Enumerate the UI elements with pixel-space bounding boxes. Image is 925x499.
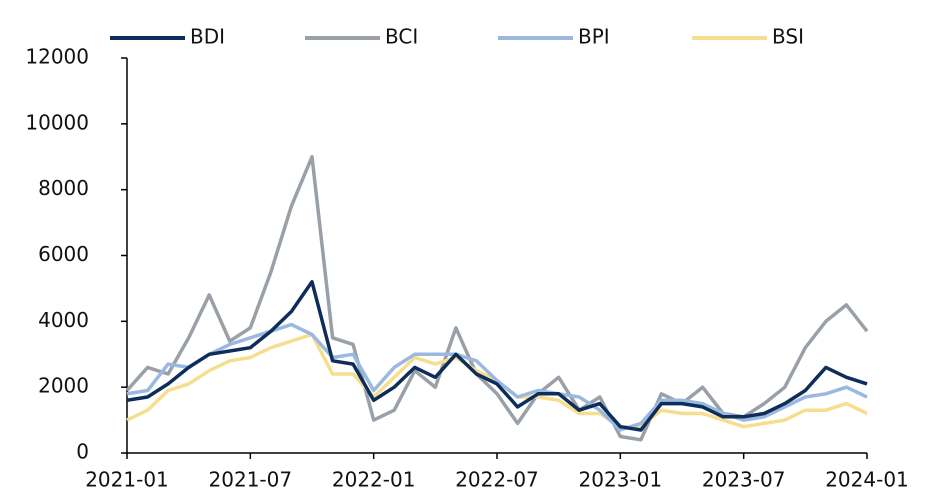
x-tick-label: 2024-01 — [825, 468, 909, 492]
series-line — [125, 155, 869, 442]
y-tick-label: 12000 — [25, 45, 89, 69]
x-tick-label: 2023-01 — [579, 468, 663, 492]
legend-label: BDI — [190, 25, 225, 49]
legend-label: BPI — [578, 25, 610, 49]
legend-label: BSI — [772, 25, 804, 49]
y-tick-label: 0 — [76, 440, 89, 464]
x-tick-label: 2021-07 — [209, 468, 293, 492]
y-tick-label: 2000 — [38, 374, 89, 398]
series-line — [126, 280, 868, 432]
y-tick-label: 10000 — [25, 110, 89, 134]
y-tick-label: 8000 — [38, 176, 89, 200]
x-tick-label: 2021-01 — [85, 468, 169, 492]
legend-label: BCI — [385, 25, 418, 49]
series-line — [126, 322, 868, 432]
y-tick-label: 4000 — [38, 308, 89, 332]
x-tick-label: 2023-07 — [702, 468, 786, 492]
x-tick-label: 2022-07 — [455, 468, 539, 492]
y-tick-label: 6000 — [38, 242, 89, 266]
x-tick-label: 2022-01 — [332, 468, 416, 492]
